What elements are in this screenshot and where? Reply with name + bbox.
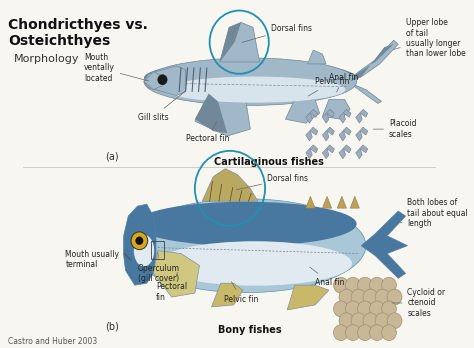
Text: Chondricthyes vs.: Chondricthyes vs. <box>8 18 148 32</box>
Polygon shape <box>306 109 318 123</box>
Circle shape <box>357 325 373 340</box>
Polygon shape <box>220 22 260 62</box>
Text: Mouth usually
terminal: Mouth usually terminal <box>65 250 128 269</box>
Text: Mouth
ventally
located: Mouth ventally located <box>84 53 149 83</box>
Polygon shape <box>287 285 329 310</box>
Polygon shape <box>350 44 393 82</box>
Polygon shape <box>339 109 351 123</box>
Polygon shape <box>195 94 227 133</box>
Circle shape <box>357 277 373 293</box>
Polygon shape <box>144 66 186 96</box>
Ellipse shape <box>126 199 366 293</box>
Text: (a): (a) <box>105 152 118 162</box>
Polygon shape <box>195 94 250 136</box>
Circle shape <box>346 277 360 293</box>
Text: Gill slits: Gill slits <box>137 91 185 122</box>
Text: Anal fin: Anal fin <box>329 73 358 92</box>
Polygon shape <box>211 283 243 307</box>
Circle shape <box>346 325 360 340</box>
Ellipse shape <box>135 202 356 246</box>
Circle shape <box>136 237 143 245</box>
Circle shape <box>382 325 396 340</box>
Text: (b): (b) <box>105 322 118 332</box>
Polygon shape <box>350 196 359 208</box>
Polygon shape <box>322 109 335 123</box>
Ellipse shape <box>134 235 154 267</box>
Circle shape <box>131 232 148 250</box>
Text: Operculum
(gill cover): Operculum (gill cover) <box>137 252 180 283</box>
Circle shape <box>351 289 366 305</box>
Circle shape <box>339 313 354 329</box>
Polygon shape <box>339 145 351 159</box>
Polygon shape <box>356 109 368 123</box>
Polygon shape <box>322 196 332 208</box>
Ellipse shape <box>144 58 356 105</box>
Circle shape <box>370 301 384 317</box>
Text: Pelvic fin: Pelvic fin <box>224 282 259 303</box>
Polygon shape <box>220 22 241 62</box>
Circle shape <box>334 301 348 317</box>
Text: Upper lobe
of tail
usually longer
than lower lobe: Upper lobe of tail usually longer than l… <box>393 18 465 58</box>
Circle shape <box>339 289 354 305</box>
Circle shape <box>375 289 390 305</box>
Text: Anal fin: Anal fin <box>310 267 345 287</box>
Circle shape <box>346 301 360 317</box>
Text: Dorsal fins: Dorsal fins <box>242 24 311 42</box>
Circle shape <box>387 313 402 329</box>
Polygon shape <box>322 100 350 119</box>
Circle shape <box>158 75 167 85</box>
Polygon shape <box>153 251 200 297</box>
Circle shape <box>370 325 384 340</box>
Circle shape <box>382 277 396 293</box>
Polygon shape <box>356 127 368 141</box>
Circle shape <box>363 313 378 329</box>
Polygon shape <box>285 100 319 123</box>
Text: Morphology: Morphology <box>14 54 79 64</box>
Circle shape <box>370 277 384 293</box>
Text: Placoid
scales: Placoid scales <box>373 119 417 139</box>
Ellipse shape <box>144 61 356 94</box>
Polygon shape <box>361 211 408 278</box>
Circle shape <box>351 313 366 329</box>
Text: Pelvic fin: Pelvic fin <box>308 77 349 96</box>
Circle shape <box>334 325 348 340</box>
Text: Both lobes of
tail about equal
length: Both lobes of tail about equal length <box>400 198 468 228</box>
Circle shape <box>363 289 378 305</box>
Ellipse shape <box>164 77 345 103</box>
Polygon shape <box>308 50 326 64</box>
Polygon shape <box>356 145 368 159</box>
Polygon shape <box>322 145 335 159</box>
Circle shape <box>375 313 390 329</box>
Polygon shape <box>144 72 163 89</box>
Ellipse shape <box>158 241 352 286</box>
Polygon shape <box>306 127 318 141</box>
Polygon shape <box>350 40 398 103</box>
Circle shape <box>382 301 396 317</box>
Text: Pectoral
fin: Pectoral fin <box>156 272 187 302</box>
Polygon shape <box>339 127 351 141</box>
Polygon shape <box>124 204 156 285</box>
Text: Castro and Huber 2003: Castro and Huber 2003 <box>8 337 97 346</box>
Text: Pectoral fin: Pectoral fin <box>186 122 229 143</box>
Text: Cycloid or
ctenoid
scales: Cycloid or ctenoid scales <box>392 288 446 318</box>
Text: Cartilaginous fishes: Cartilaginous fishes <box>214 157 324 167</box>
Polygon shape <box>306 196 315 208</box>
Circle shape <box>357 301 373 317</box>
Polygon shape <box>322 127 335 141</box>
Text: Bony fishes: Bony fishes <box>219 325 282 335</box>
Polygon shape <box>306 145 318 159</box>
Text: Dorsal fins: Dorsal fins <box>237 174 308 190</box>
Circle shape <box>334 277 348 293</box>
Polygon shape <box>202 169 258 201</box>
Text: Osteichthyes: Osteichthyes <box>8 34 110 48</box>
Bar <box>151 241 164 259</box>
Polygon shape <box>337 196 346 208</box>
Circle shape <box>387 289 402 305</box>
